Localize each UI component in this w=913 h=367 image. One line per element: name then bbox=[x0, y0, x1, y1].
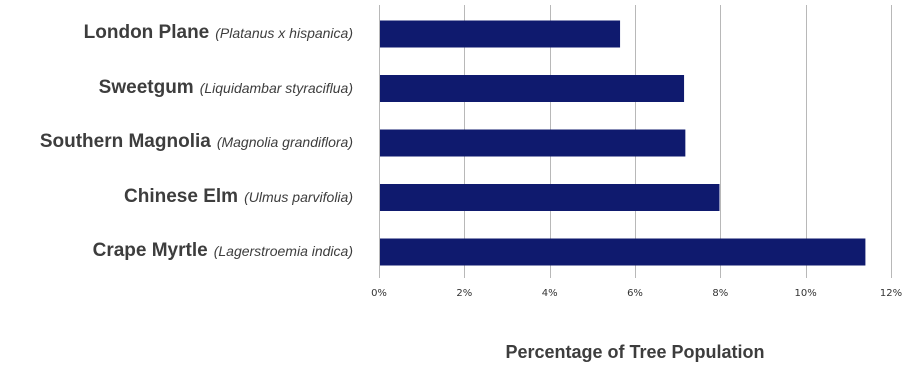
bar bbox=[380, 75, 685, 102]
bars bbox=[380, 20, 866, 266]
x-tick-label: 2% bbox=[456, 288, 472, 299]
x-tick-label: 4% bbox=[542, 288, 558, 299]
bar bbox=[380, 129, 686, 157]
x-tick-label: 6% bbox=[627, 288, 643, 299]
x-tick-labels: 0% 2% 4% 6% 8% 10% 12% bbox=[371, 288, 902, 299]
category-label: London Plane (Platanus x hispanica) bbox=[84, 22, 353, 44]
category-common-name: Southern Magnolia bbox=[39, 131, 211, 152]
category-scientific-name: (Ulmus parvifolia) bbox=[244, 188, 353, 205]
category-label: Crape Myrtle (Lagerstroemia indica) bbox=[93, 240, 353, 262]
x-tick-label: 8% bbox=[712, 288, 728, 299]
bar bbox=[380, 238, 866, 266]
bar bbox=[380, 184, 720, 211]
category-scientific-name: (Magnolia grandiflora) bbox=[216, 134, 353, 150]
bar bbox=[380, 20, 621, 48]
x-tick-label: 12% bbox=[880, 288, 902, 299]
category-scientific-name: (Lagerstroemia indica) bbox=[213, 243, 353, 259]
category-common-name: Sweetgum bbox=[98, 76, 194, 98]
x-tick-label: 10% bbox=[795, 288, 817, 299]
category-scientific-name: (Platanus x hispanica) bbox=[215, 25, 353, 41]
x-tick-label: 0% bbox=[371, 288, 387, 299]
category-common-name: London Plane bbox=[83, 22, 210, 43]
category-label: Chinese Elm (Ulmus parvifolia) bbox=[124, 186, 353, 208]
category-common-name: Crape Myrtle bbox=[92, 240, 208, 261]
category-label: Sweetgum (Liquidambar styraciflua) bbox=[99, 77, 353, 99]
category-label: Southern Magnolia (Magnolia grandiflora) bbox=[40, 131, 353, 153]
category-scientific-name: (Liquidambar styraciflua) bbox=[199, 79, 353, 96]
x-axis-label: Percentage of Tree Population bbox=[505, 342, 765, 362]
category-common-name: Chinese Elm bbox=[124, 185, 239, 207]
